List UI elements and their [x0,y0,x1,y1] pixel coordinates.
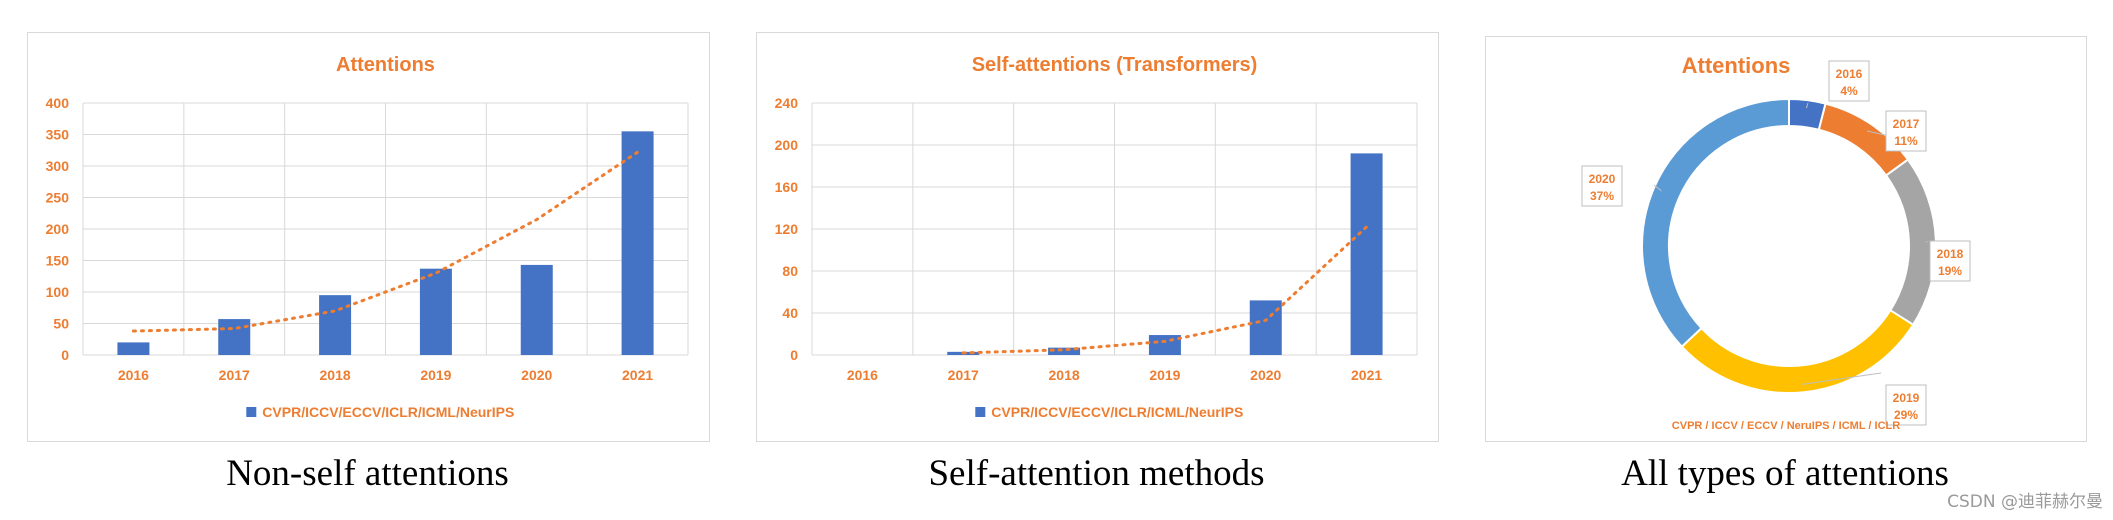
data-label-year: 2018 [1937,247,1964,261]
x-tick-label: 2018 [320,367,351,383]
leader-line [1653,184,1662,192]
y-tick-label: 100 [46,284,70,300]
y-tick-label: 400 [46,95,70,111]
bar-2019 [419,268,452,355]
caption-all-types: All types of attentions [1621,453,1949,494]
chart-panel-all-types: Attentions 2016 4% 2017 11% 2018 19% 2019 29% 202… [1485,36,2087,442]
chart-panel-attentions: Attentions 0 50 100 150 200 250 300 350 400 2016 20… [27,32,710,442]
trendline [961,225,1369,355]
data-label-pct: 11% [1894,134,1918,148]
legend-label: CVPR/ICCV/ECCV/ICLR/ICML/NeurIPS [262,404,514,420]
data-label-box [1581,165,1623,207]
donut-chart-attentions: Attentions 2016 4% 2017 11% 2018 19% 2019 29% 202… [1581,53,1971,432]
x-tick-label: 2017 [219,367,250,383]
chart-title: Attentions [336,54,435,76]
legend-swatch [975,407,986,417]
y-tick-label: 80 [782,263,798,279]
data-label-year: 2020 [1589,172,1616,186]
x-tick-label: 2017 [948,367,979,383]
x-tick-label: 2016 [118,367,149,383]
bar-2021 [1350,153,1383,355]
y-tick-label: 160 [775,179,799,195]
chart-title: Self-attentions (Transformers) [972,54,1258,76]
x-tick-label: 2021 [622,367,653,383]
bar-2018 [319,295,352,355]
y-tick-label: 200 [46,221,70,237]
x-tick-label: 2020 [521,367,552,383]
x-tick-label: 2019 [420,367,451,383]
y-tick-label: 250 [46,190,70,206]
legend-swatch [246,407,257,417]
y-tick-label: 120 [775,221,799,237]
data-label-pct: 29% [1894,408,1918,422]
leader-line [1805,102,1809,109]
slice-2018 [1884,158,1937,327]
data-label-pct: 4% [1840,84,1858,98]
x-tick-label: 2021 [1351,367,1382,383]
y-tick-label: 0 [61,347,69,363]
bar-2018 [1048,347,1081,355]
bar-chart-self-attentions: Self-attentions (Transformers) 0 40 80 120 16… [775,54,1418,420]
y-tick-label: 200 [775,137,799,153]
chart-title: Attentions [1682,53,1791,78]
data-label-box [1929,240,1971,282]
chart-panel-self-attentions: Self-attentions (Transformers) 0 40 80 120 16… [756,32,1439,442]
watermark: CSDN @迪菲赫尔曼 [1947,492,2103,512]
data-label-box [1828,60,1870,102]
slice-2019 [1680,308,1915,394]
data-label-pct: 37% [1590,189,1614,203]
y-tick-label: 40 [782,305,798,321]
y-tick-label: 300 [46,158,70,174]
y-tick-label: 240 [775,95,799,111]
y-tick-label: 50 [53,316,69,332]
leader-line [1802,372,1882,385]
x-tick-label: 2020 [1250,367,1281,383]
bar-2016 [117,342,150,355]
bar-2017 [218,319,251,355]
y-tick-label: 350 [46,127,70,143]
y-tick-label: 150 [46,253,70,269]
x-tick-label: 2018 [1049,367,1080,383]
caption-self-attention: Self-attention methods [928,453,1265,494]
caption-non-self: Non-self attentions [226,453,509,494]
legend-label: CVPR/ICCV/ECCV/ICLR/ICML/NeurIPS [991,404,1243,420]
bar-2020 [520,264,553,355]
legend: CVPR/ICCV/ECCV/ICLR/ICML/NeurIPS [246,404,514,420]
legend-label: CVPR / ICCV / ECCV / NeruIPS / ICML / IC… [1672,420,1900,432]
data-label-year: 2017 [1893,117,1920,131]
data-label-year: 2016 [1836,67,1863,81]
data-label-box [1885,384,1927,426]
x-tick-label: 2016 [847,367,878,383]
legend: CVPR/ICCV/ECCV/ICLR/ICML/NeurIPS [975,404,1243,420]
bar-2019 [1148,335,1181,355]
slice-2020 [1641,97,1790,349]
data-label-box [1885,110,1927,152]
y-tick-label: 0 [790,347,798,363]
bar-2021 [621,131,654,355]
x-tick-label: 2019 [1149,367,1180,383]
bar-chart-attentions: Attentions 0 50 100 150 200 250 300 350 400 2016 20… [46,54,689,420]
data-label-pct: 19% [1938,264,1962,278]
data-label-year: 2019 [1893,391,1920,405]
trendline [131,150,640,333]
